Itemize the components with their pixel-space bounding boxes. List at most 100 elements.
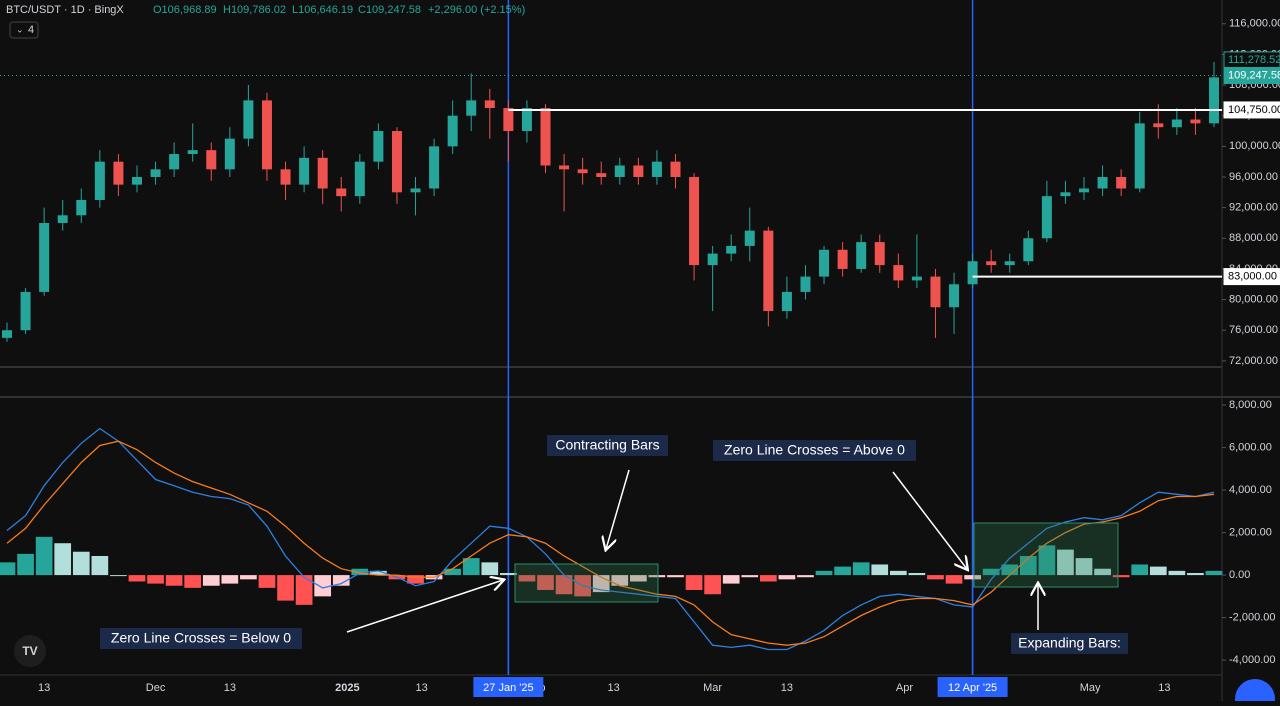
- histogram-bar: [407, 575, 424, 584]
- marker-label: 12 Apr '25: [948, 682, 997, 694]
- candle-body: [354, 161, 365, 197]
- candle-body: [1041, 196, 1052, 239]
- x-tick-label: 13: [38, 682, 50, 694]
- histogram-bar: [35, 536, 53, 576]
- logo[interactable]: [14, 635, 46, 667]
- histogram-bar: [722, 575, 740, 584]
- action-button[interactable]: [1235, 679, 1275, 706]
- y-tick-label: 0.00: [1229, 569, 1250, 581]
- macd-line: [6, 427, 1215, 651]
- histogram-bar: [72, 551, 90, 576]
- logo-mark: TV: [22, 644, 37, 658]
- y-tick-label: 88,000.00: [1229, 232, 1278, 244]
- x-tick-label: 2025: [335, 682, 359, 694]
- histogram-bar: [17, 553, 34, 576]
- chevron: ⌄: [16, 24, 24, 34]
- candle-body: [949, 284, 960, 308]
- histogram-bar: [462, 558, 480, 576]
- histogram-bar: [852, 562, 870, 576]
- candle-body: [596, 173, 607, 177]
- candle-body: [94, 161, 105, 200]
- candle-body: [150, 169, 161, 177]
- y-tick-label: 96,000.00: [1229, 171, 1278, 183]
- candle-body: [76, 199, 87, 216]
- candle-body: [1153, 123, 1164, 128]
- histogram-bar: [332, 575, 350, 586]
- histogram-bar: [500, 572, 517, 576]
- candle-body: [1079, 188, 1090, 193]
- symbol: BTC/USDT · 1D · BingX: [6, 4, 124, 16]
- histogram-bar: [629, 575, 647, 582]
- histogram-bar: [128, 575, 146, 582]
- histogram-bar: [555, 575, 573, 595]
- histogram-bar: [295, 575, 313, 605]
- histogram-bar: [1019, 555, 1037, 576]
- candle-body: [373, 131, 384, 162]
- highlight-box: [973, 522, 1119, 588]
- x-tick-label: 13: [608, 682, 620, 694]
- highlight-box: [514, 563, 659, 603]
- candle-body: [39, 222, 50, 292]
- arrow: [606, 469, 630, 549]
- candle-body: [800, 276, 811, 292]
- histogram-bar: [889, 570, 907, 576]
- candle-body: [224, 138, 235, 170]
- histogram-bar: [778, 575, 796, 580]
- candle-body: [429, 146, 440, 189]
- indicator-count: 4: [28, 24, 34, 36]
- price-label-box: [1223, 101, 1280, 119]
- histogram-bar: [704, 575, 721, 595]
- price-label-box: [1223, 268, 1280, 286]
- histogram-bar: [982, 568, 1000, 576]
- y-tick-label: 6,000.00: [1229, 441, 1272, 453]
- annotation: Zero Line Crosses = Below 0: [111, 630, 291, 646]
- candle-body: [20, 291, 31, 331]
- candle-body: [707, 253, 718, 266]
- high: H109,786.02: [223, 4, 286, 16]
- candle-body: [930, 276, 941, 308]
- candle-body: [317, 157, 328, 189]
- indicator-toggle[interactable]: [9, 21, 39, 39]
- candle-body: [689, 176, 700, 266]
- annotation-box: [100, 628, 302, 649]
- candle-body: [763, 230, 774, 312]
- candle-body: [577, 169, 588, 174]
- histogram-bar: [1094, 568, 1111, 576]
- candle-body: [299, 157, 310, 185]
- histogram-bar: [927, 575, 944, 580]
- histogram-bar: [797, 575, 814, 578]
- histogram-bar: [1038, 545, 1056, 576]
- annotation: Zero Line Crosses = Above 0: [724, 442, 905, 458]
- candle-body: [466, 100, 477, 116]
- histogram-bar: [1001, 564, 1019, 576]
- candle-body: [1097, 176, 1108, 189]
- candle-body: [744, 230, 755, 246]
- histogram-bar: [370, 570, 387, 576]
- candle-body: [410, 188, 421, 193]
- annotations: [346, 469, 1119, 633]
- candle-body: [633, 165, 644, 177]
- histogram-bar: [314, 575, 332, 597]
- close: C109,247.58: [358, 4, 421, 16]
- histogram-bar: [537, 575, 554, 590]
- x-tick-label: Apr: [896, 682, 913, 694]
- histogram-bar: [1057, 549, 1074, 576]
- histogram-bar: [1187, 572, 1204, 576]
- candle-body: [559, 165, 570, 170]
- annotation-box: [713, 440, 916, 461]
- annotation-box: [1011, 633, 1128, 654]
- histogram-bar: [165, 575, 183, 586]
- macd-line: [6, 440, 1215, 646]
- candle-body: [856, 242, 867, 269]
- histogram-bar: [277, 575, 294, 601]
- candle-body: [261, 100, 272, 170]
- histogram-bar: [221, 575, 239, 584]
- histogram-bar: [481, 562, 499, 576]
- candle-body: [1004, 261, 1015, 266]
- histogram-bar: [1205, 570, 1223, 576]
- candle-body: [726, 245, 737, 254]
- candle-body: [503, 108, 514, 132]
- histogram-bar: [147, 575, 164, 584]
- x-tick-label: 13: [781, 682, 793, 694]
- candle-body: [2, 330, 12, 338]
